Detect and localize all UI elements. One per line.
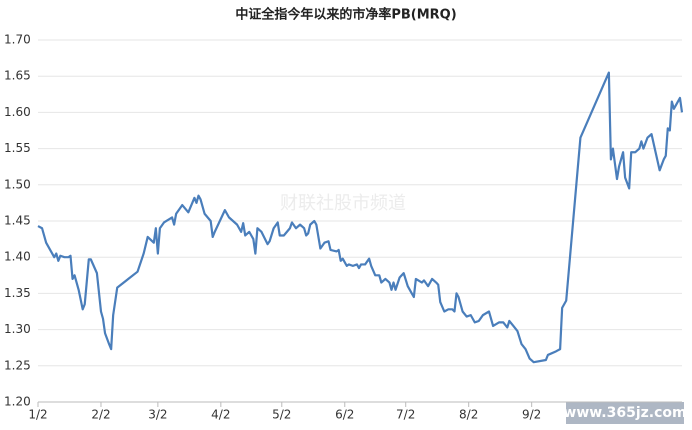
- x-tick-label: 4/2: [211, 408, 230, 422]
- corner-watermark: www.365jz.com: [563, 405, 686, 421]
- y-tick-label: 1.20: [4, 395, 31, 409]
- x-tick-label: 3/2: [148, 408, 167, 422]
- y-tick-label: 1.25: [4, 358, 31, 372]
- x-tick-label: 5/2: [272, 408, 291, 422]
- chart-title: 中证全指今年以来的市净率PB(MRQ): [235, 7, 456, 23]
- x-tick-label: 9/2: [522, 408, 541, 422]
- y-tick-label: 1.30: [4, 322, 31, 336]
- y-tick-label: 1.65: [4, 69, 31, 83]
- line-series: [37, 71, 684, 364]
- x-tick-label: 8/2: [459, 408, 478, 422]
- y-tick-label: 1.50: [4, 177, 31, 191]
- x-tick-label: 2/2: [91, 408, 110, 422]
- y-tick-label: 1.35: [4, 286, 31, 300]
- y-tick-label: 1.70: [4, 33, 31, 47]
- y-tick-label: 1.45: [4, 214, 31, 228]
- y-tick-label: 1.40: [4, 250, 31, 264]
- x-tick-label: 6/2: [335, 408, 354, 422]
- watermark-box: [566, 402, 684, 424]
- x-tick-label: 7/2: [396, 408, 415, 422]
- watermark: 财联社股市频道: [280, 193, 406, 214]
- x-tick-label: 1/2: [28, 408, 47, 422]
- y-tick-label: 1.55: [4, 141, 31, 155]
- y-tick-label: 1.60: [4, 105, 31, 119]
